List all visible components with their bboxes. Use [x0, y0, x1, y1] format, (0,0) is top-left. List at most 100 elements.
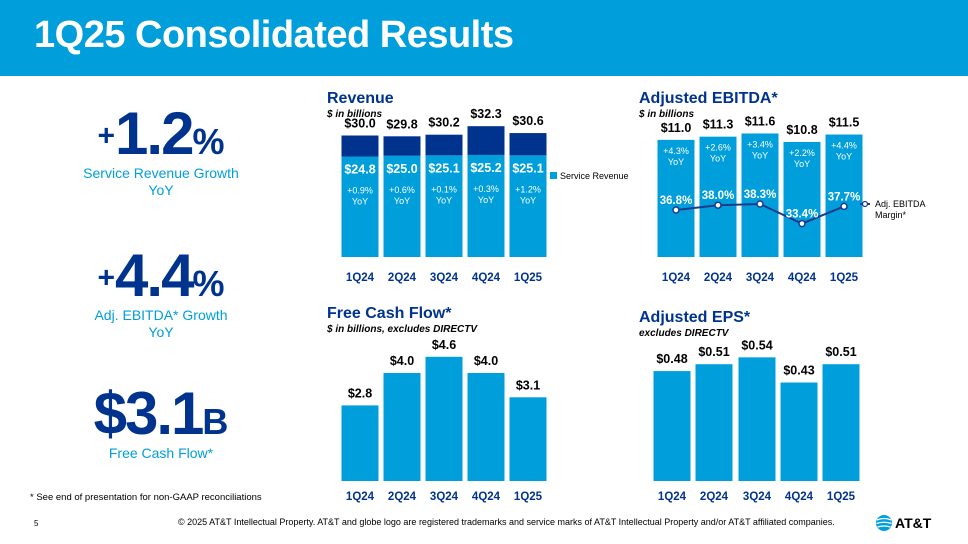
- chart-title: Free Cash Flow*: [327, 305, 452, 322]
- x-tick-label: 1Q24: [658, 491, 687, 503]
- x-tick-label: 4Q24: [788, 272, 817, 284]
- fcf-value-label: $4.0: [390, 354, 414, 368]
- revenue-total-label: $30.0: [344, 117, 375, 131]
- x-tick-label: 3Q24: [430, 491, 459, 503]
- kpi-ebitda: +4.4% Adj. EBITDA* Growth YoY: [48, 246, 274, 341]
- revenue-total-label: $32.3: [470, 107, 501, 121]
- revenue-service-bar: [509, 155, 547, 257]
- x-tick-label: 1Q25: [830, 272, 859, 284]
- fcf-value-label: $4.6: [432, 338, 456, 352]
- x-tick-label: 2Q24: [388, 491, 417, 503]
- revenue-yoy-suffix: YoY: [352, 197, 368, 207]
- ebitda-margin-point: [672, 206, 680, 214]
- ebitda-value-label: $11.6: [745, 114, 776, 128]
- chart-title: Revenue: [327, 90, 394, 107]
- ebitda-bar: [741, 133, 779, 257]
- page-title: 1Q25 Consolidated Results: [34, 14, 514, 56]
- eps-bar: [653, 371, 691, 481]
- ebitda-value-label: $11.0: [661, 121, 692, 135]
- ebitda-margin-point: [798, 219, 806, 228]
- x-tick-label: 4Q24: [472, 491, 501, 503]
- ebitda-yoy-label: +2.2%: [789, 148, 815, 158]
- revenue-total-label: $29.8: [386, 117, 417, 131]
- legend-marker: [861, 200, 869, 208]
- x-tick-label: 2Q24: [388, 272, 417, 284]
- revenue-service-label: $25.2: [470, 161, 501, 175]
- chart-title: Adjusted EBITDA*: [639, 90, 778, 107]
- kpi-value: $3.1B: [93, 380, 229, 447]
- revenue-yoy-label: +1.2%: [515, 184, 541, 194]
- fcf-bar: [425, 356, 463, 481]
- revenue-service-bar: [425, 155, 463, 257]
- revenue-yoy-label: +0.3%: [473, 184, 499, 194]
- x-tick-label: 1Q25: [514, 272, 543, 284]
- fcf-bar: [383, 373, 421, 481]
- header-bar: 1Q25 Consolidated Results: [0, 0, 968, 76]
- revenue-other-bar: [425, 134, 463, 156]
- ebitda-margin-point: [756, 200, 764, 208]
- ebitda-bar: [657, 139, 695, 257]
- x-tick-label: 4Q24: [472, 272, 501, 284]
- chart-subtitle: $ in billions, excludes DIRECTV: [326, 324, 478, 335]
- ebitda-yoy-suffix: YoY: [794, 159, 810, 169]
- eps-value-label: $0.48: [656, 352, 687, 366]
- revenue-other-bar: [509, 133, 547, 156]
- page-number: 5: [34, 519, 39, 528]
- ebitda-yoy-suffix: YoY: [752, 150, 768, 160]
- fcf-value-label: $4.0: [474, 354, 498, 368]
- footnote: * See end of presentation for non-GAAP r…: [30, 492, 262, 503]
- ebitda-bar: [825, 134, 863, 257]
- logo-text: AT&T: [895, 515, 932, 531]
- chart-title: Adjusted EPS*: [639, 309, 751, 326]
- kpi-service-revenue: +1.2% Service Revenue Growth YoY: [48, 104, 274, 199]
- revenue-yoy-label: +0.9%: [347, 186, 373, 196]
- kpi-caption: Free Cash Flow*: [108, 445, 214, 461]
- x-tick-label: 1Q24: [662, 272, 691, 284]
- ebitda-margin-label: 38.3%: [744, 189, 777, 201]
- revenue-service-bar: [341, 156, 379, 257]
- ebitda-bar: [699, 136, 737, 257]
- fcf-value-label: $3.1: [516, 378, 540, 392]
- revenue-service-label: $24.8: [344, 163, 375, 177]
- kpi-value: +4.4%: [97, 242, 225, 309]
- revenue-service-label: $25.1: [428, 161, 459, 175]
- legend-label: Service Revenue: [560, 171, 629, 181]
- x-tick-label: 1Q25: [827, 491, 856, 503]
- ebitda-margin-label: 36.8%: [660, 195, 693, 207]
- revenue-yoy-label: +0.6%: [389, 185, 415, 195]
- ebitda-bar: [783, 141, 821, 257]
- kpi-caption: Adj. EBITDA* Growth YoY: [94, 307, 228, 340]
- ebitda-value-label: $11.3: [703, 118, 734, 132]
- legend-swatch: [550, 172, 557, 179]
- ebitda-yoy-suffix: YoY: [710, 154, 726, 164]
- revenue-total-label: $30.6: [512, 114, 543, 128]
- copyright-notice: © 2025 AT&T Intellectual Property. AT&T …: [178, 517, 835, 527]
- eps-value-label: $0.54: [741, 338, 772, 352]
- ebitda-margin-point: [714, 201, 722, 209]
- x-tick-label: 3Q24: [743, 491, 772, 503]
- revenue-yoy-label: +0.1%: [431, 184, 457, 194]
- legend-label: Adj. EBITDA: [875, 199, 926, 209]
- eps-value-label: $0.51: [825, 345, 856, 359]
- fcf-value-label: $2.8: [348, 386, 372, 400]
- revenue-service-bar: [383, 155, 421, 257]
- eps-bar: [780, 382, 818, 481]
- kpi-free-cash-flow: $3.1B Free Cash Flow*: [48, 384, 274, 462]
- chart-subtitle: $ in billions: [638, 109, 694, 120]
- fcf-bar: [341, 405, 379, 481]
- ebitda-yoy-label: +3.4%: [747, 139, 773, 149]
- x-tick-label: 4Q24: [785, 491, 814, 503]
- x-tick-label: 1Q24: [346, 272, 375, 284]
- fcf-bar: [509, 397, 547, 481]
- revenue-yoy-suffix: YoY: [520, 195, 536, 205]
- revenue-yoy-suffix: YoY: [478, 195, 494, 205]
- ebitda-margin-point: [840, 202, 848, 211]
- ebitda-yoy-label: +4.3%: [663, 146, 689, 156]
- revenue-service-label: $25.1: [512, 161, 543, 175]
- eps-bar: [822, 364, 860, 481]
- revenue-service-label: $25.0: [386, 162, 417, 176]
- ebitda-yoy-label: +4.4%: [831, 141, 857, 151]
- kpi-value: +1.2%: [97, 100, 225, 167]
- eps-bar: [738, 357, 776, 481]
